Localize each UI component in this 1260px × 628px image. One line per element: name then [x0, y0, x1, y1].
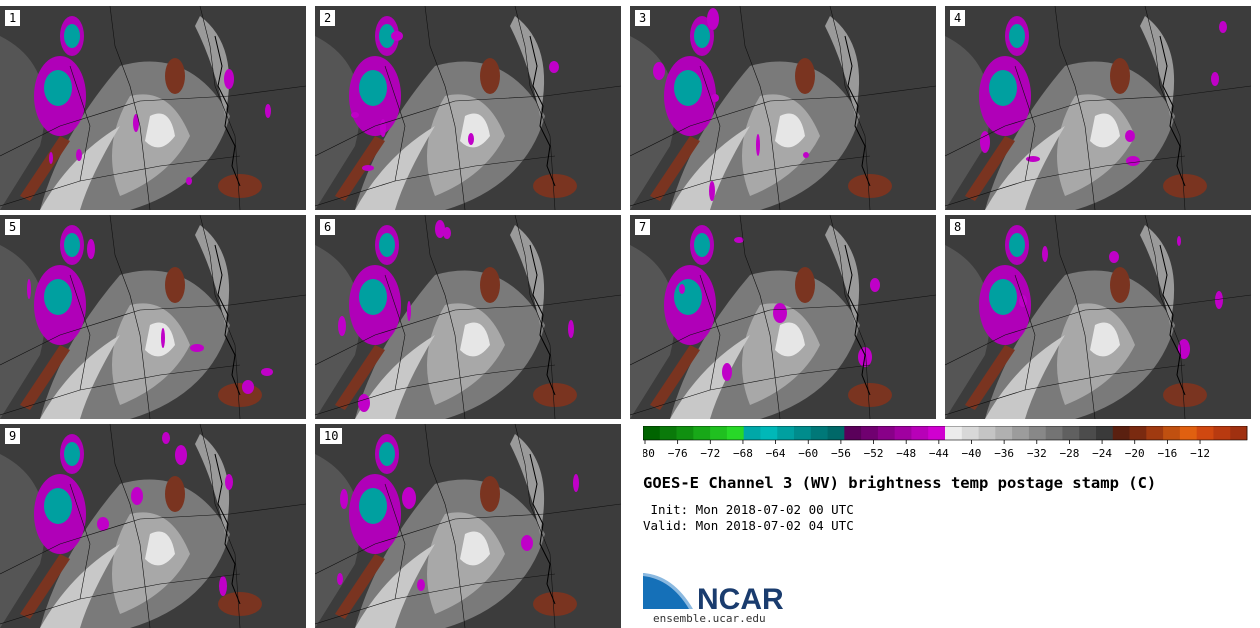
postage-stamp-panel: 1	[0, 6, 306, 210]
postage-stamp-panel: 7	[630, 215, 936, 419]
colorbar-swatch	[1012, 426, 1030, 440]
colorbar-tick-label: −72	[700, 447, 720, 460]
website-url: ensemble.ucar.edu	[653, 612, 766, 625]
postage-stamp-panel: 2	[315, 6, 621, 210]
figure-title: GOES-E Channel 3 (WV) brightness temp po…	[643, 474, 1157, 492]
postage-stamp-panel: 6	[315, 215, 621, 419]
colorbar-swatch	[794, 426, 812, 440]
colorbar-swatch	[777, 426, 795, 440]
colorbar-swatch	[1213, 426, 1231, 440]
colorbar-tick-label: −24	[1092, 447, 1112, 460]
forecast-map	[315, 424, 621, 628]
colorbar-swatch	[1179, 426, 1198, 440]
forecast-map	[315, 215, 621, 419]
colorbar-tick-label: −80	[643, 447, 655, 460]
forecast-map	[945, 215, 1251, 419]
postage-stamp-panel: 10	[315, 424, 621, 628]
colorbar-swatch	[1146, 426, 1164, 440]
colorbar-swatch	[710, 426, 728, 440]
colorbar-swatch	[877, 426, 896, 440]
colorbar-swatch	[743, 426, 761, 440]
colorbar-tick-label: −36	[994, 447, 1014, 460]
colorbar-tick-label: −20	[1125, 447, 1145, 460]
forecast-map	[315, 6, 621, 210]
colorbar-swatch	[911, 426, 929, 440]
postage-stamp-panel: 8	[945, 215, 1251, 419]
colorbar-swatch	[1028, 426, 1047, 440]
colorbar-swatch	[1230, 426, 1248, 440]
colorbar-swatch	[760, 426, 778, 440]
colorbar-swatch	[1096, 426, 1114, 440]
colorbar-tick-label: −16	[1157, 447, 1177, 460]
postage-stamp-panel: 5	[0, 215, 306, 419]
colorbar-tick-label: −76	[668, 447, 688, 460]
valid-time: Valid: Mon 2018-07-02 04 UTC	[643, 518, 854, 533]
colorbar-swatch	[844, 426, 862, 440]
colorbar-tick-label: −48	[896, 447, 916, 460]
member-number-label: 7	[635, 219, 651, 235]
postage-stamp-panel: 3	[630, 6, 936, 210]
forecast-map	[630, 215, 936, 419]
forecast-map	[0, 6, 306, 210]
colorbar: −80−76−72−68−64−60−56−52−48−44−40−36−32−…	[643, 426, 1248, 460]
forecast-map	[0, 424, 306, 628]
colorbar-swatch	[861, 426, 879, 440]
colorbar-swatch	[1196, 426, 1214, 440]
colorbar-swatch	[1062, 426, 1080, 440]
colorbar-swatch	[928, 426, 946, 440]
colorbar-swatch	[1079, 426, 1097, 440]
member-number-label: 4	[950, 10, 966, 26]
member-number-label: 9	[5, 428, 21, 444]
colorbar-tick-label: −28	[1059, 447, 1079, 460]
colorbar-tick-label: −56	[831, 447, 851, 460]
colorbar-tick-label: −52	[864, 447, 884, 460]
colorbar-swatch	[978, 426, 996, 440]
colorbar-swatch	[659, 426, 677, 440]
member-number-label: 2	[320, 10, 336, 26]
init-time: Init: Mon 2018-07-02 00 UTC	[643, 502, 854, 517]
colorbar-tick-label: −32	[1027, 447, 1047, 460]
ncar-swoosh-icon	[643, 573, 693, 609]
postage-stamp-panel: 4	[945, 6, 1251, 210]
colorbar-swatch	[961, 426, 979, 440]
colorbar-tick-label: −64	[766, 447, 786, 460]
forecast-map	[0, 215, 306, 419]
colorbar-swatch	[995, 426, 1013, 440]
colorbar-swatch	[1112, 426, 1130, 440]
member-number-label: 5	[5, 219, 21, 235]
colorbar-tick-label: −40	[962, 447, 982, 460]
forecast-map	[945, 6, 1251, 210]
member-number-label: 3	[635, 10, 651, 26]
colorbar-swatch	[643, 426, 661, 440]
colorbar-tick-label: −12	[1190, 447, 1210, 460]
member-number-label: 1	[5, 10, 21, 26]
colorbar-swatch	[810, 426, 828, 440]
colorbar-swatch	[1045, 426, 1063, 440]
colorbar-swatch	[693, 426, 711, 440]
member-number-label: 8	[950, 219, 966, 235]
logo-text: NCAR	[697, 583, 784, 613]
colorbar-swatch	[726, 426, 745, 440]
colorbar-tick-label: −44	[929, 447, 949, 460]
colorbar-swatch	[945, 426, 963, 440]
ncar-logo: NCAR	[643, 573, 784, 613]
colorbar-swatch	[1163, 426, 1181, 440]
member-number-label: 6	[320, 219, 336, 235]
colorbar-swatch	[1129, 426, 1147, 440]
colorbar-swatch	[894, 426, 912, 440]
colorbar-swatch	[827, 426, 845, 440]
postage-stamp-panel: 9	[0, 424, 306, 628]
forecast-map	[630, 6, 936, 210]
colorbar-tick-label: −68	[733, 447, 753, 460]
colorbar-swatch	[676, 426, 694, 440]
colorbar-tick-label: −60	[798, 447, 818, 460]
member-number-label: 10	[320, 428, 343, 444]
